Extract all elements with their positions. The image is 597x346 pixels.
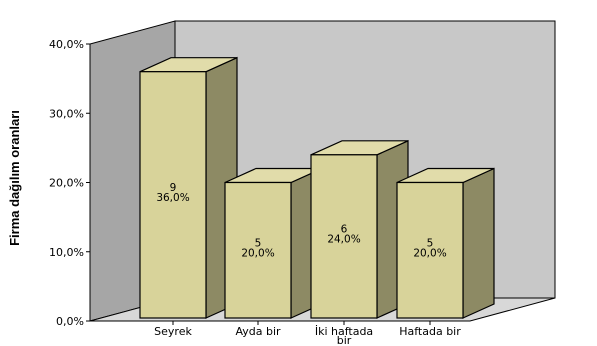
bar-front	[396, 181, 464, 319]
bar-4: 520,0%	[396, 167, 495, 319]
bar-2: 520,0%	[224, 167, 323, 319]
bar-data-label: 36,0%	[156, 192, 189, 204]
bar-front	[224, 181, 292, 319]
y-tick-label: 40,0%	[49, 38, 84, 51]
bar-data-label: 20,0%	[413, 247, 446, 259]
y-axis-label: Firma dağılım oranları	[7, 110, 22, 246]
y-tick-label: 0,0%	[56, 315, 84, 328]
x-tick-label: bir	[337, 334, 352, 346]
bar-data-label: 6	[341, 223, 348, 235]
bar-1: 936,0%	[139, 56, 238, 319]
bar-data-label: 5	[255, 237, 262, 249]
x-tick-label: İki haftada	[315, 325, 373, 338]
bar-data-label: 9	[170, 182, 177, 194]
y-tick-label: 30,0%	[49, 107, 84, 120]
bar-side	[462, 167, 495, 319]
y-axis: 0,0% 10,0% 20,0% 30,0% 40,0%	[49, 38, 90, 328]
bar-data-label: 24,0%	[327, 233, 360, 245]
x-tick-label: Haftada bir	[399, 325, 461, 338]
bar-front	[139, 71, 207, 319]
bar-data-label: 5	[427, 237, 434, 249]
x-tick-label: Seyrek	[154, 325, 192, 338]
bar-data-label: 20,0%	[241, 247, 274, 259]
y-tick-label: 10,0%	[49, 246, 84, 259]
bars: 936,0%520,0%624,0% 520,0%	[139, 56, 495, 319]
x-tick-label: Ayda bir	[235, 325, 281, 338]
bar-front	[310, 154, 378, 319]
bar-3: 624,0%	[310, 139, 409, 319]
y-tick-label: 20,0%	[49, 177, 84, 190]
